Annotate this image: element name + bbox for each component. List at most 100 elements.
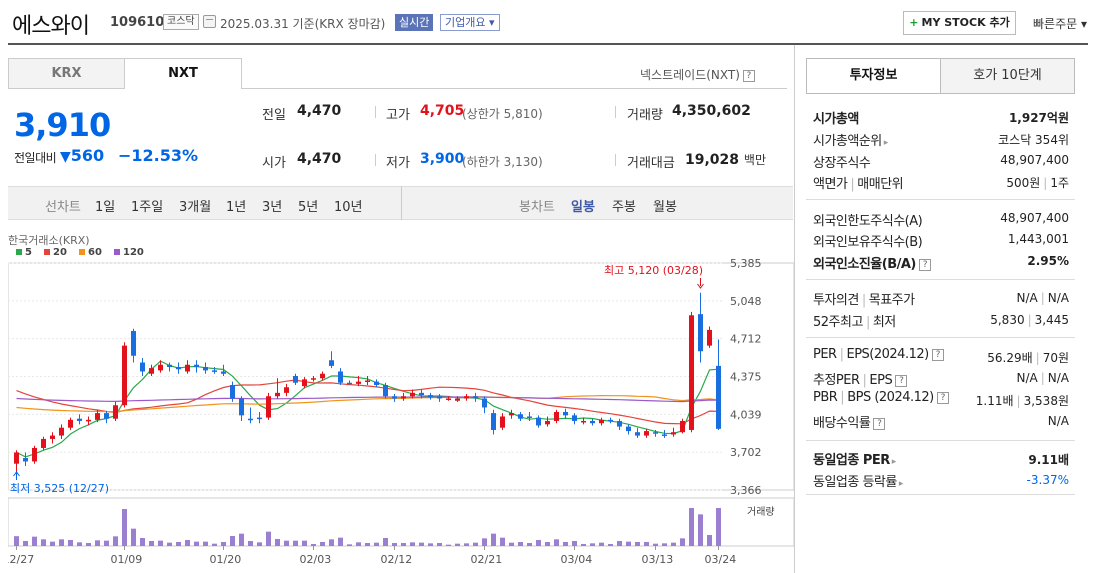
- x-tick-label: 03/04: [561, 553, 593, 566]
- quick-order-button[interactable]: 빠른주문 ▾: [1033, 17, 1087, 31]
- candle-body: [680, 420, 685, 433]
- candle-monthly[interactable]: 월봉: [653, 200, 677, 215]
- candle-daily[interactable]: 일봉: [571, 200, 595, 215]
- mystock-label: MY STOCK 추가: [921, 16, 1010, 29]
- live-button[interactable]: 실시간: [395, 14, 434, 31]
- foreign-limit-value: 48,907,400: [1000, 211, 1069, 225]
- volume-bar: [86, 543, 91, 546]
- candle-body: [509, 413, 514, 416]
- y-tick-label: 4,039: [730, 408, 762, 421]
- chart-source: 한국거래소(KRX): [8, 234, 90, 247]
- period-3m[interactable]: 3개월: [179, 200, 212, 215]
- candle-body: [185, 364, 190, 372]
- period-10y[interactable]: 10년: [334, 200, 363, 215]
- help-icon[interactable]: ?: [931, 348, 944, 361]
- candle-body: [716, 365, 721, 429]
- candle-body: [41, 438, 46, 448]
- tab-underline: [242, 88, 787, 89]
- mcap-rank-value: 코스닥 354위: [998, 133, 1069, 147]
- high-value: 4,705: [420, 103, 465, 119]
- separator: [375, 106, 376, 118]
- y-tick-label: 3,702: [730, 446, 762, 459]
- current-price: 3,910: [14, 106, 111, 144]
- amount-unit: 백만: [743, 153, 766, 167]
- volume-bar: [50, 541, 55, 546]
- candle-body: [383, 384, 388, 397]
- volume-bar: [311, 544, 316, 546]
- candlestick-chart[interactable]: 한국거래소(KRX) 5 20 60 120 5,385 5,048 4,712 4,375…: [8, 230, 794, 573]
- amount-value: 19,028 백만: [685, 151, 766, 168]
- high-label: 고가: [386, 108, 410, 123]
- tab-krx[interactable]: KRX: [8, 58, 125, 89]
- period-3y[interactable]: 3년: [262, 200, 283, 215]
- help-icon[interactable]: ?: [918, 258, 931, 271]
- opinion-value: N/A | N/A: [1016, 291, 1069, 305]
- volume-bar: [149, 541, 154, 546]
- period-1d[interactable]: 1일: [95, 200, 116, 215]
- candle-body: [284, 387, 289, 393]
- industry-change-label[interactable]: 동일업종 등락률 ▸: [813, 475, 904, 490]
- candle-chart-label: 봉차트: [519, 200, 555, 215]
- change-amount: 560: [70, 146, 105, 165]
- pbr-label: PBR | BPS (2024.12)?: [813, 390, 949, 405]
- legend-label: 20: [53, 247, 67, 258]
- tab-hoga-10[interactable]: 호가 10단계: [940, 58, 1075, 94]
- low-value: 3,900: [420, 151, 465, 167]
- chevron-right-icon: ▸: [883, 138, 889, 148]
- tab-investment-info[interactable]: 투자정보: [806, 58, 941, 94]
- x-tick-label: 01/09: [111, 553, 143, 566]
- legend-swatch: [44, 249, 50, 255]
- candle-body: [248, 418, 253, 421]
- help-icon[interactable]: ?: [873, 417, 886, 430]
- foreign-limit-label: 외국인한도주식수(A): [813, 214, 923, 229]
- candle-body: [266, 396, 271, 418]
- help-icon[interactable]: ?: [936, 391, 949, 404]
- candle-body: [329, 360, 334, 366]
- volume-bar: [536, 540, 541, 546]
- period-5y[interactable]: 5년: [298, 200, 319, 215]
- min-arrow-head: [13, 471, 20, 477]
- ma-line: [16, 379, 719, 425]
- volume-bar: [14, 536, 19, 546]
- foreign-ratio-value: 2.95%: [1027, 254, 1069, 268]
- volume-bar: [626, 541, 631, 546]
- shares-label: 상장주식수: [813, 156, 871, 171]
- pbr-value: 1.11배 | 3,538원: [975, 394, 1069, 408]
- candle-body: [86, 419, 91, 422]
- company-overview-button[interactable]: 기업개요 ▾: [440, 14, 500, 31]
- candle-body: [320, 373, 325, 379]
- moving-averages: [16, 360, 719, 458]
- candle-body: [572, 415, 577, 421]
- help-icon[interactable]: ?: [742, 69, 755, 82]
- stock-code: 109610: [110, 15, 165, 30]
- candle-body: [347, 382, 352, 385]
- mcap-rank-label[interactable]: 시가총액순위 ▸: [813, 134, 889, 149]
- candle-body: [14, 452, 19, 464]
- legend-label: 60: [88, 247, 102, 258]
- period-1y[interactable]: 1년: [226, 200, 247, 215]
- nxt-note[interactable]: 넥스트레이드(NXT)?: [640, 66, 755, 83]
- candle-weekly[interactable]: 주봉: [612, 200, 636, 215]
- volume-bar: [356, 542, 361, 546]
- volume-bar: [293, 540, 298, 546]
- chevron-right-icon: ▸: [898, 479, 904, 489]
- volume-bar: [437, 543, 442, 546]
- period-1w[interactable]: 1주일: [131, 200, 164, 215]
- market-badge: 코스닥: [163, 14, 199, 30]
- volume-bar: [617, 541, 622, 546]
- candle-body: [203, 366, 208, 371]
- section-divider: [806, 440, 1075, 441]
- shares-value: 48,907,400: [1000, 153, 1069, 167]
- tab-nxt[interactable]: NXT: [124, 58, 242, 89]
- add-mystock-button[interactable]: + MY STOCK 추가: [903, 11, 1016, 35]
- volume-bars: [14, 508, 721, 546]
- volume-bar: [680, 538, 685, 546]
- industry-per-label[interactable]: 동일업종 PER ▸: [813, 453, 896, 468]
- help-icon[interactable]: ?: [895, 374, 908, 387]
- volume-bar: [383, 538, 388, 546]
- candle-body: [590, 420, 595, 424]
- nxt-note-label: 넥스트레이드(NXT): [640, 68, 740, 82]
- candle-body: [482, 398, 487, 408]
- volume-bar: [329, 539, 334, 546]
- candle-body: [689, 315, 694, 430]
